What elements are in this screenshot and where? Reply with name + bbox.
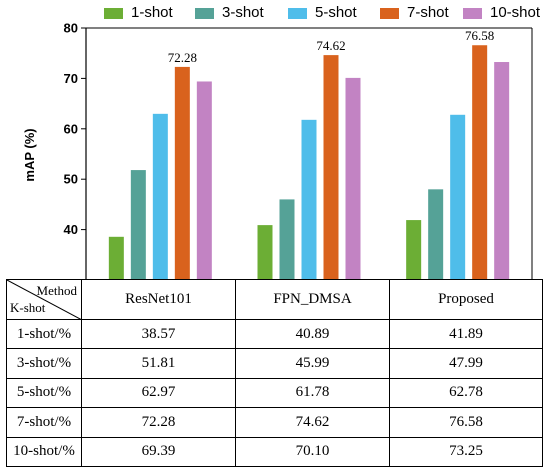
bar xyxy=(406,220,422,280)
results-table: Method K-shot ResNet101 FPN_DMSA Propose… xyxy=(6,279,543,468)
chart-legend: 1-shot 3-shot 5-shot 7-shot 10-shot xyxy=(0,0,550,26)
legend-swatch-10-shot xyxy=(463,7,482,19)
bar xyxy=(108,236,124,280)
bar xyxy=(345,77,361,281)
table-corner-cell: Method K-shot xyxy=(6,279,82,320)
table-row: 3-shot/% 51.81 45.99 47.99 xyxy=(6,348,543,379)
data-label: 74.62 xyxy=(316,38,345,53)
bars-group xyxy=(108,45,510,281)
bar xyxy=(196,81,212,281)
table-cell: 74.62 xyxy=(235,407,390,438)
y-axis: 40 50 60 70 80 xyxy=(64,21,87,280)
table-cell: 76.58 xyxy=(389,407,543,438)
table-cell: 62.97 xyxy=(81,377,236,409)
legend-swatch-1-shot xyxy=(104,7,123,19)
legend-item-5-shot: 5-shot xyxy=(288,5,357,21)
data-label: 72.28 xyxy=(168,50,197,65)
legend-label: 7-shot xyxy=(407,4,449,21)
bar xyxy=(130,170,146,280)
bar xyxy=(494,62,510,280)
y-tick-label: 50 xyxy=(64,172,78,187)
bar xyxy=(257,225,273,280)
row-label: 10-shot/% xyxy=(6,436,82,468)
row-label: 7-shot/% xyxy=(6,407,82,438)
table-cell: 73.25 xyxy=(389,436,543,468)
legend-item-7-shot: 7-shot xyxy=(380,5,449,21)
table-row: 5-shot/% 62.97 61.78 62.78 xyxy=(6,377,543,409)
corner-diagonal xyxy=(7,280,81,319)
legend-label: 1-shot xyxy=(131,4,173,21)
bar xyxy=(450,114,466,280)
table-row: 10-shot/% 69.39 70.10 73.25 xyxy=(6,436,543,468)
table-cell: 40.89 xyxy=(235,318,390,350)
header-kshot: K-shot xyxy=(10,300,46,315)
legend-label: 3-shot xyxy=(222,4,264,21)
bar-chart: 40 50 60 70 80 72.28 74.62 76.58 mAP (%) xyxy=(22,21,533,281)
bar xyxy=(428,189,444,280)
y-tick-label: 80 xyxy=(64,21,78,36)
bar xyxy=(279,199,295,280)
legend-item-1-shot: 1-shot xyxy=(104,5,173,21)
header-method: Method xyxy=(36,283,77,298)
data-labels: 72.28 74.62 76.58 xyxy=(168,28,495,65)
y-axis-label: mAP (%) xyxy=(22,128,37,181)
plot-frame xyxy=(86,27,533,280)
bar xyxy=(152,113,168,280)
bar xyxy=(301,119,317,280)
table-cell: 70.10 xyxy=(235,436,390,468)
legend-item-3-shot: 3-shot xyxy=(195,5,264,21)
table-row: 7-shot/% 72.28 74.62 76.58 xyxy=(6,407,543,438)
table-cell: 61.78 xyxy=(235,377,390,409)
legend-label: 5-shot xyxy=(315,4,357,21)
table-header-row: Method K-shot ResNet101 FPN_DMSA Propose… xyxy=(6,279,543,320)
column-header: ResNet101 xyxy=(81,279,236,320)
y-tick-label: 70 xyxy=(64,71,78,86)
table-cell: 45.99 xyxy=(235,348,390,379)
legend-swatch-7-shot xyxy=(380,7,399,19)
row-label: 1-shot/% xyxy=(6,318,82,350)
row-label: 3-shot/% xyxy=(6,348,82,379)
bar xyxy=(472,45,488,280)
table-cell: 41.89 xyxy=(389,318,543,350)
column-header: Proposed xyxy=(389,279,543,320)
bar xyxy=(323,55,339,280)
table-cell: 47.99 xyxy=(389,348,543,379)
legend-swatch-5-shot xyxy=(288,7,307,19)
column-header: FPN_DMSA xyxy=(235,279,390,320)
y-tick-label: 60 xyxy=(64,121,78,136)
table-cell: 38.57 xyxy=(81,318,236,350)
bar xyxy=(174,66,190,280)
table-row: 1-shot/% 38.57 40.89 41.89 xyxy=(6,318,543,350)
table-cell: 62.78 xyxy=(389,377,543,409)
table-cell: 72.28 xyxy=(81,407,236,438)
y-tick-label: 40 xyxy=(64,222,78,237)
legend-label: 10-shot xyxy=(490,4,541,21)
table-cell: 69.39 xyxy=(81,436,236,468)
data-label: 76.58 xyxy=(465,28,494,43)
table-cell: 51.81 xyxy=(81,348,236,379)
row-label: 5-shot/% xyxy=(6,377,82,409)
legend-swatch-3-shot xyxy=(195,7,214,19)
legend-item-10-shot: 10-shot xyxy=(463,5,540,21)
